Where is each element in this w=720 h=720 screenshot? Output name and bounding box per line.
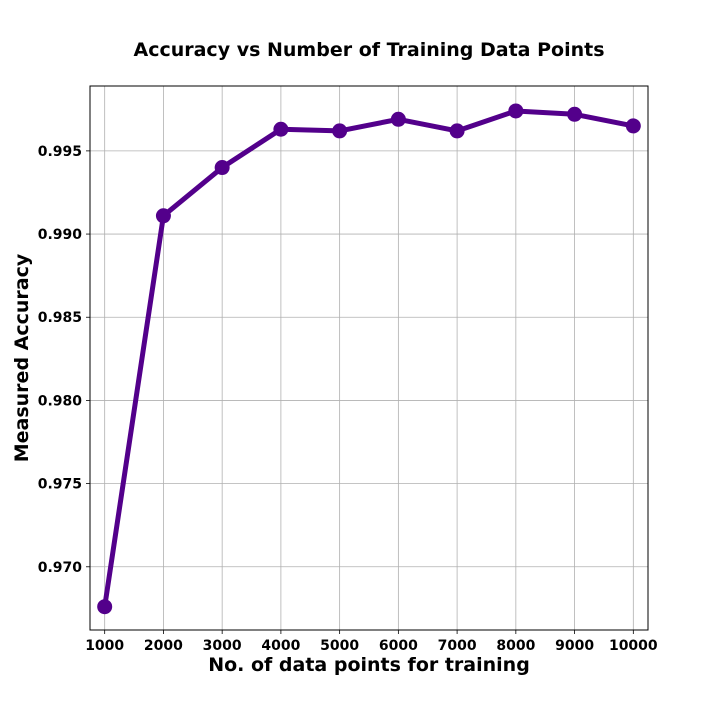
x-axis-label: No. of data points for training [208,654,530,676]
x-tick-label: 8000 [496,638,535,654]
y-tick-label: 0.980 [38,393,83,409]
series-line [102,108,636,610]
x-tick-label: 4000 [261,638,300,654]
x-tick-label: 5000 [320,638,359,654]
y-tick-label: 0.990 [38,227,83,243]
data-point [390,111,406,127]
data-point [625,118,641,134]
y-tick-label: 0.985 [38,310,82,326]
x-tick-label: 1000 [85,638,124,654]
x-tick-label: 7000 [438,638,477,654]
data-point [97,599,113,615]
data-point [332,123,348,139]
chart-title: Accuracy vs Number of Training Data Poin… [133,39,604,61]
data-point [155,208,171,224]
x-tick-label: 3000 [203,638,242,654]
data-point [567,106,583,122]
x-tick-label: 10000 [609,638,658,654]
ticks: 1000 2000 3000 4000 5000 6000 7000 8000 9000 1000… [38,144,658,654]
data-point [449,123,465,139]
x-tick-label: 2000 [144,638,183,654]
y-tick-label: 0.995 [38,144,82,160]
data-point [214,160,230,176]
data-point [508,103,524,119]
y-tick-label: 0.970 [38,560,83,576]
plot-frame [89,85,649,631]
y-axis-label: Measured Accuracy [11,253,33,462]
y-tick-label: 0.975 [38,477,82,493]
grid [90,86,648,630]
data-point [273,121,289,137]
x-tick-label: 9000 [555,638,594,654]
x-tick-label: 6000 [379,638,418,654]
series-layer [97,103,641,615]
